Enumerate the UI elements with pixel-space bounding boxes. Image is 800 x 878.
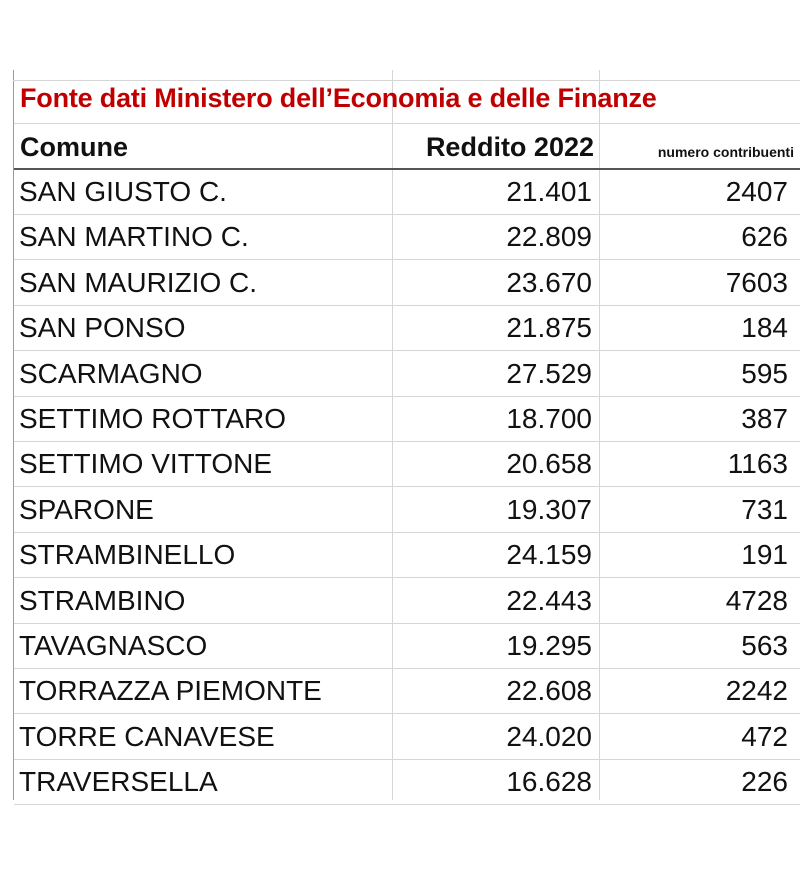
table-row: SAN MAURIZIO C. 23.670 7603 — [14, 260, 800, 306]
cell-reddito: 27.529 — [506, 357, 592, 389]
cell-reddito: 20.658 — [506, 448, 592, 480]
table-row: SETTIMO ROTTARO 18.700 387 — [14, 396, 800, 442]
grid-top-border — [13, 80, 800, 81]
grid-left-border — [13, 70, 14, 800]
cell-comune: STRAMBINELLO — [19, 539, 236, 571]
cell-numero: 563 — [741, 630, 788, 661]
cell-comune: TRAVERSELLA — [19, 766, 218, 798]
header-row: Comune Reddito 2022 numero contribuenti — [14, 124, 800, 170]
table-row: TAVAGNASCO 19.295 563 — [14, 623, 800, 669]
table-row: TORRAZZA PIEMONTE 22.608 2242 — [14, 668, 800, 715]
cell-numero: 2242 — [725, 675, 788, 707]
cell-numero: 472 — [741, 720, 788, 752]
cell-numero: 731 — [741, 493, 788, 525]
cell-numero: 2407 — [725, 176, 788, 207]
cell-reddito: 21.875 — [506, 312, 592, 344]
table-row: STRAMBINO 22.443 4728 — [14, 578, 800, 624]
cell-reddito: 24.020 — [506, 720, 592, 752]
cell-comune: SAN GIUSTO C. — [19, 176, 227, 207]
column-header-numero: numero contribuenti — [657, 144, 794, 160]
table-row: SAN GIUSTO C. 21.401 2407 — [14, 169, 800, 215]
cell-numero: 1163 — [727, 448, 788, 480]
column-header-reddito: Reddito 2022 — [425, 132, 594, 162]
cell-reddito: 22.809 — [506, 221, 592, 253]
table-row: SETTIMO VITTONE 20.658 1163 — [14, 441, 800, 488]
cell-reddito: 23.670 — [506, 266, 592, 298]
cell-comune: TAVAGNASCO — [19, 630, 208, 661]
grid-column-divider — [392, 70, 393, 800]
cell-reddito: 16.628 — [506, 766, 592, 798]
cell-reddito: 19.295 — [506, 630, 592, 661]
cell-reddito: 21.401 — [506, 176, 592, 207]
table-row: SAN MARTINO C. 22.809 626 — [14, 214, 800, 261]
cell-comune: SCARMAGNO — [19, 357, 203, 389]
cell-comune: SAN PONSO — [19, 312, 186, 344]
cell-numero: 595 — [741, 357, 788, 389]
cell-reddito: 22.443 — [506, 584, 592, 616]
column-header-comune: Comune — [20, 132, 128, 162]
cell-numero: 626 — [741, 221, 788, 253]
cell-comune: SAN MARTINO C. — [19, 221, 249, 253]
cell-comune: SETTIMO VITTONE — [19, 448, 273, 480]
cell-comune: SETTIMO ROTTARO — [19, 403, 287, 434]
table-row: TRAVERSELLA 16.628 226 — [14, 759, 800, 806]
table-row: TORRE CANAVESE 24.020 472 — [14, 714, 800, 760]
cell-numero: 226 — [741, 766, 788, 798]
cell-numero: 4728 — [725, 584, 788, 616]
table-row: SAN PONSO 21.875 184 — [14, 305, 800, 352]
cell-comune: SPARONE — [19, 493, 154, 525]
table-row: SPARONE 19.307 731 — [14, 487, 800, 533]
cell-reddito: 22.608 — [506, 675, 592, 707]
cell-reddito: 24.159 — [506, 539, 592, 571]
cell-numero: 184 — [741, 312, 788, 344]
cell-numero: 387 — [741, 403, 788, 434]
cell-comune: SAN MAURIZIO C. — [19, 266, 258, 298]
cell-reddito: 19.307 — [506, 493, 592, 525]
cell-comune: TORRE CANAVESE — [19, 720, 275, 752]
table-row: SCARMAGNO 27.529 595 — [14, 351, 800, 397]
cell-numero: 7603 — [725, 266, 788, 298]
grid-column-divider — [599, 70, 600, 800]
title-row: Fonte dati Ministero dell’Economia e del… — [14, 81, 800, 124]
cell-comune: STRAMBINO — [19, 584, 186, 616]
cell-reddito: 18.700 — [506, 403, 592, 434]
cell-numero: 191 — [741, 539, 788, 571]
source-title: Fonte dati Ministero dell’Economia e del… — [20, 83, 657, 113]
table-row: STRAMBINELLO 24.159 191 — [14, 532, 800, 579]
cell-comune: TORRAZZA PIEMONTE — [19, 675, 322, 707]
